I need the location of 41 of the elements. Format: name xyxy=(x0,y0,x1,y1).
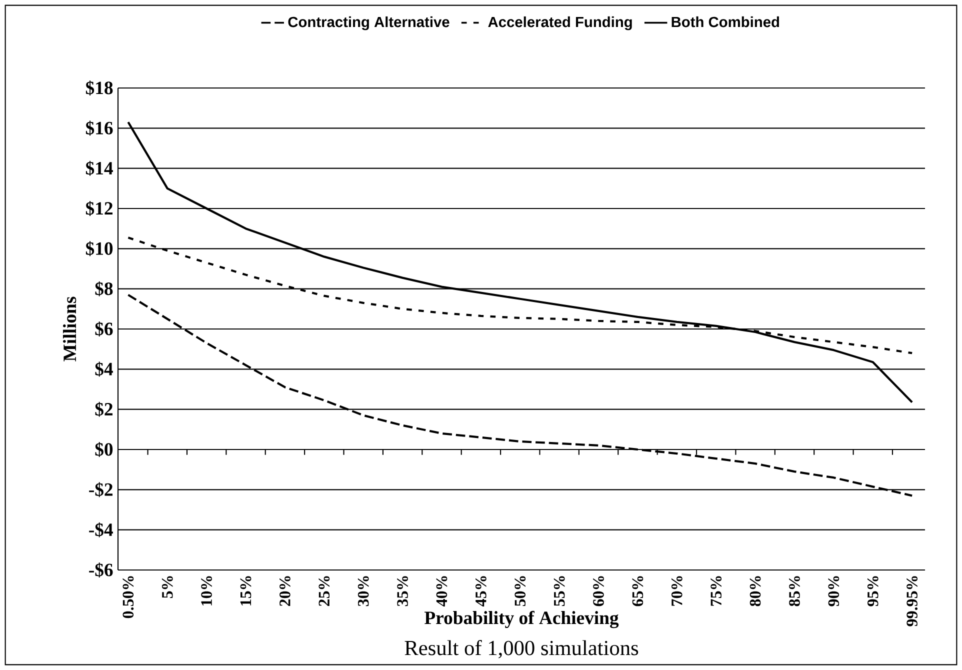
y-tick-label: $0 xyxy=(95,442,113,457)
y-tick-label: $14 xyxy=(86,160,113,176)
x-tick-label: 20% xyxy=(280,576,290,606)
legend-label: Contracting Alternative xyxy=(288,16,450,30)
x-tick-label: 95% xyxy=(867,576,878,606)
x-tick-label: 75% xyxy=(710,576,722,606)
y-tick-label: -$4 xyxy=(89,522,113,538)
y-tick-label: $10 xyxy=(86,241,113,256)
x-tick-label: 85% xyxy=(789,576,800,606)
legend-label: Accelerated Funding xyxy=(488,16,632,30)
y-tick-label: $16 xyxy=(86,120,113,136)
x-tick-label: 0.50% xyxy=(122,576,134,618)
y-tick-label: $2 xyxy=(95,402,112,417)
x-tick-label: 50% xyxy=(514,576,526,606)
x-tick-label: 10% xyxy=(201,576,212,606)
x-tick-label: 25% xyxy=(318,576,330,606)
x-tick-label: 90% xyxy=(828,576,840,606)
y-tick-label: -$6 xyxy=(89,562,113,578)
text: Result of 1,000 simulations xyxy=(404,640,638,658)
x-tick-label: 30% xyxy=(358,576,369,606)
line-series xyxy=(127,121,914,404)
y-tick-label: $18 xyxy=(86,80,113,96)
x-tick-label: 45% xyxy=(476,576,486,606)
x-tick-label: 15% xyxy=(240,576,252,606)
x-tick-label: 65% xyxy=(632,576,644,606)
y-axis-title: Millions xyxy=(62,296,76,362)
x-tick-label: 80% xyxy=(750,576,761,606)
x-tick-label: 55% xyxy=(554,576,565,606)
x-axis-title: Probability of Achieving xyxy=(424,610,619,628)
y-tick-label: $8 xyxy=(95,281,113,296)
y-tick-label: $4 xyxy=(95,362,113,377)
x-tick-label: 40% xyxy=(436,576,448,606)
x-tick-label: 5% xyxy=(162,576,173,598)
y-tick-label: $12 xyxy=(86,201,112,216)
y-tick-label: $6 xyxy=(95,322,113,336)
x-tick-label: 60% xyxy=(593,576,604,606)
x-tick-label: 99.95% xyxy=(906,576,918,626)
x-tick-label: 70% xyxy=(671,576,682,606)
legend-label: Both Combined xyxy=(672,16,780,28)
x-tick-label: 35% xyxy=(397,576,408,606)
y-tick-label: -$2 xyxy=(89,482,112,498)
